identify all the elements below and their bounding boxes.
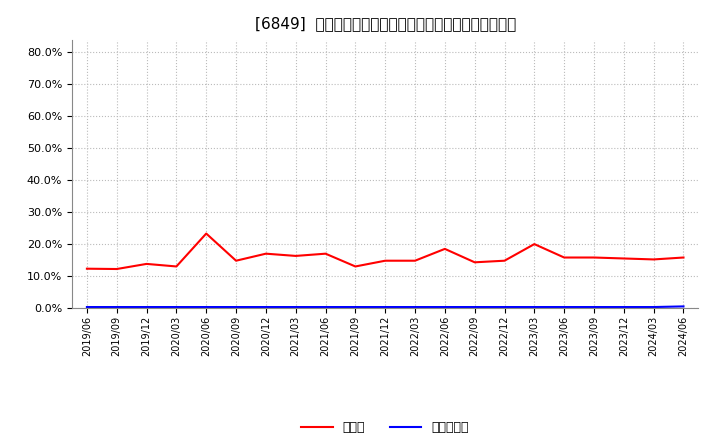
現預金 bbox=[321, 251, 330, 257]
現預金 bbox=[112, 266, 121, 271]
現預金 bbox=[292, 253, 300, 259]
Line: 現預金: 現預金 bbox=[87, 234, 683, 269]
現預金 bbox=[530, 242, 539, 247]
現預金 bbox=[410, 258, 419, 264]
有利子負債 bbox=[202, 304, 210, 310]
有利子負債 bbox=[470, 304, 479, 310]
有利子負債 bbox=[560, 304, 569, 310]
有利子負債 bbox=[530, 304, 539, 310]
現預金 bbox=[560, 255, 569, 260]
現預金 bbox=[500, 258, 509, 264]
現預金 bbox=[470, 260, 479, 265]
有利子負債 bbox=[232, 304, 240, 310]
有利子負債 bbox=[441, 304, 449, 310]
有利子負債 bbox=[172, 304, 181, 310]
有利子負債 bbox=[619, 304, 628, 310]
有利子負債 bbox=[292, 304, 300, 310]
現預金 bbox=[619, 256, 628, 261]
現預金 bbox=[172, 264, 181, 269]
現預金 bbox=[143, 261, 151, 267]
有利子負債 bbox=[381, 304, 390, 310]
Title: [6849]  現預金、有利子負債の総資産に対する比率の推移: [6849] 現預金、有利子負債の総資産に対する比率の推移 bbox=[255, 16, 516, 32]
有利子負債 bbox=[679, 304, 688, 309]
有利子負債 bbox=[112, 304, 121, 310]
現預金 bbox=[261, 251, 270, 257]
現預金 bbox=[590, 255, 598, 260]
現預金 bbox=[679, 255, 688, 260]
Legend: 現預金, 有利子負債: 現預金, 有利子負債 bbox=[297, 416, 474, 439]
現預金 bbox=[441, 246, 449, 252]
Line: 有利子負債: 有利子負債 bbox=[87, 306, 683, 307]
現預金 bbox=[381, 258, 390, 264]
有利子負債 bbox=[649, 304, 658, 310]
有利子負債 bbox=[261, 304, 270, 310]
現預金 bbox=[83, 266, 91, 271]
現預金 bbox=[232, 258, 240, 264]
有利子負債 bbox=[143, 304, 151, 310]
現預金 bbox=[649, 257, 658, 262]
有利子負債 bbox=[500, 304, 509, 310]
有利子負債 bbox=[351, 304, 360, 310]
有利子負債 bbox=[83, 304, 91, 310]
有利子負債 bbox=[590, 304, 598, 310]
有利子負債 bbox=[321, 304, 330, 310]
現預金 bbox=[351, 264, 360, 269]
現預金 bbox=[202, 231, 210, 236]
有利子負債 bbox=[410, 304, 419, 310]
